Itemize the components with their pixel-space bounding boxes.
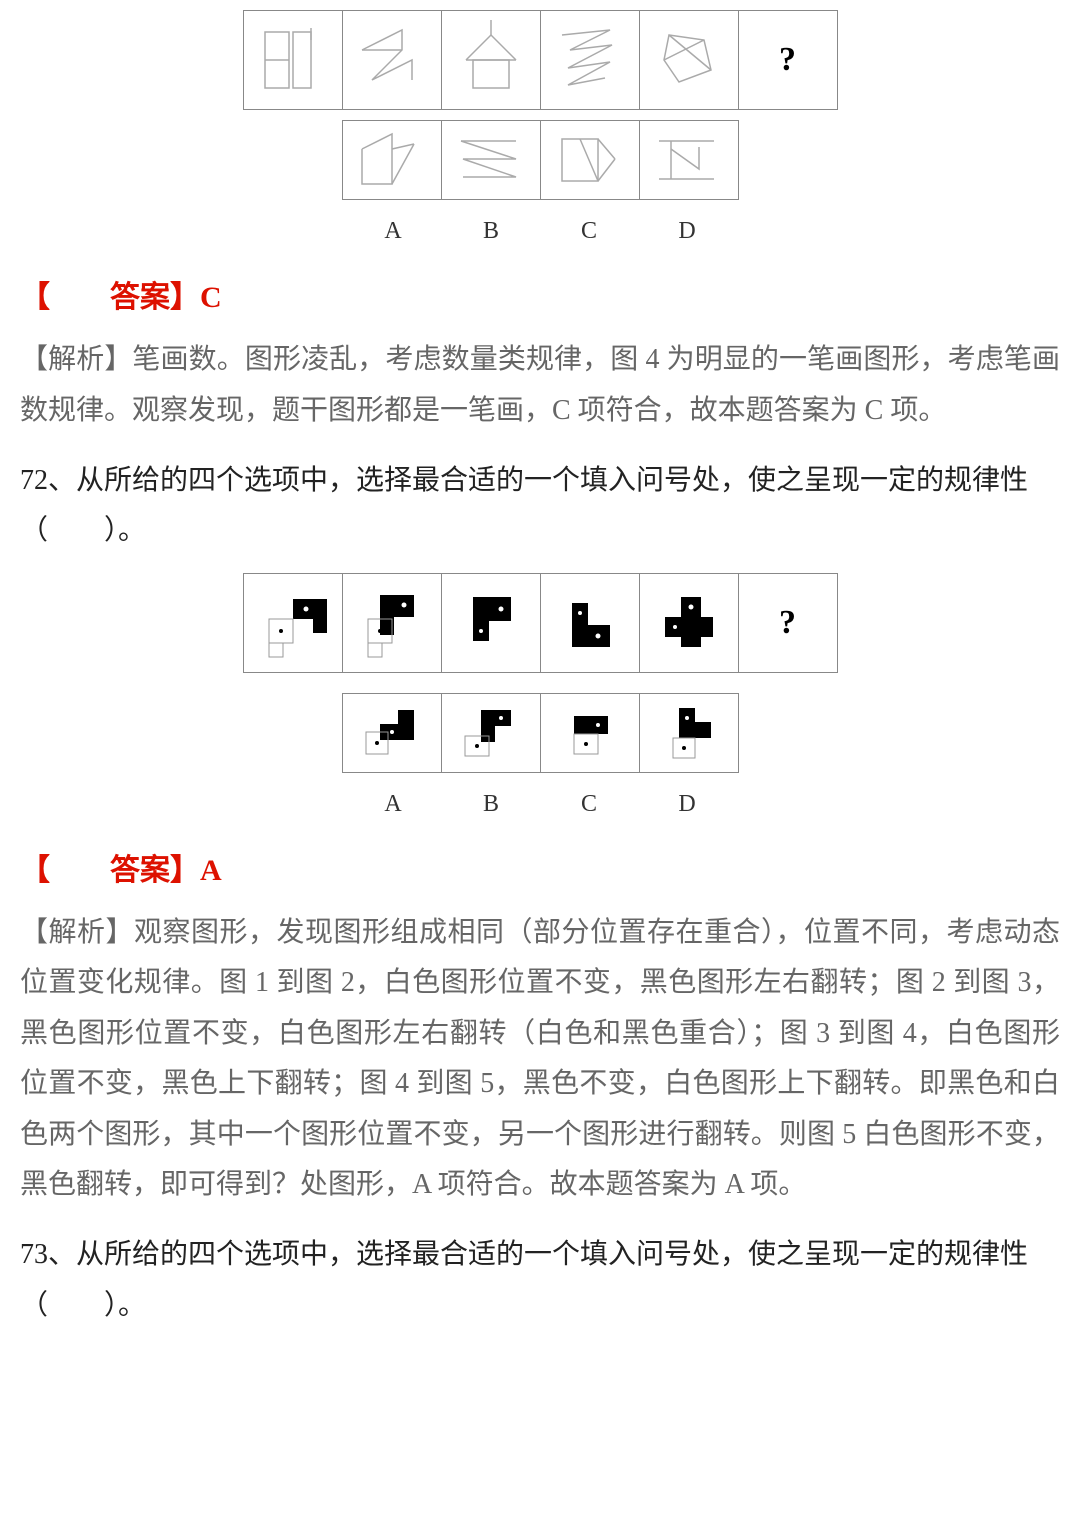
q71-opt-d	[639, 120, 739, 200]
q71-opt-a	[342, 120, 442, 200]
q71-fig-5	[639, 10, 739, 110]
q71-answer: 【隐藏答案】C	[20, 271, 1060, 325]
option-label: A	[383, 783, 403, 826]
option-label: C	[579, 210, 599, 253]
q71-fig-qmark: ?	[738, 10, 838, 110]
q72-fig-5	[639, 573, 739, 673]
q72-fig-qmark: ?	[738, 573, 838, 673]
q73-stem: 73、从所给的四个选项中，选择最合适的一个填入问号处，使之呈现一定的规律性（ ）…	[20, 1230, 1060, 1331]
answer-bracket: 【	[20, 854, 50, 887]
q72-opt-d	[639, 693, 739, 773]
answer-letter: C	[200, 281, 222, 314]
q71-fig-4	[540, 10, 640, 110]
q72-option-labels: A B C D	[20, 783, 1060, 826]
q72-fig-3	[441, 573, 541, 673]
block-icon	[451, 583, 531, 663]
answer-bracket: 【	[20, 281, 50, 314]
q72-answer: 【隐藏答案】A	[20, 844, 1060, 898]
answer-label: 答案】	[110, 281, 200, 314]
sketch-icon	[649, 129, 729, 191]
block-icon	[550, 583, 630, 663]
q72-stem: 72、从所给的四个选项中，选择最合适的一个填入问号处，使之呈现一定的规律性（ ）…	[20, 456, 1060, 557]
q72-opt-b	[441, 693, 541, 773]
block-icon	[649, 583, 729, 663]
q72-options-row	[20, 693, 1060, 773]
sketch-icon	[649, 20, 729, 100]
q71-fig-2	[342, 10, 442, 110]
q71-opt-c	[540, 120, 640, 200]
q72-fig-2	[342, 573, 442, 673]
block-icon	[253, 583, 333, 663]
q72-opt-a	[342, 693, 442, 773]
block-icon	[550, 702, 630, 764]
q71-fig-1	[243, 10, 343, 110]
option-label: B	[481, 783, 501, 826]
q71-options-row	[20, 120, 1060, 200]
q71-opt-b	[441, 120, 541, 200]
block-icon	[352, 702, 432, 764]
option-label: C	[579, 783, 599, 826]
q71-explanation: 【解析】笔画数。图形凌乱，考虑数量类规律，图 4 为明显的一笔画图形，考虑笔画数…	[20, 335, 1060, 436]
answer-letter: A	[200, 854, 222, 887]
sketch-icon	[550, 20, 630, 100]
sketch-icon	[253, 20, 333, 100]
option-label: D	[677, 783, 697, 826]
option-label: D	[677, 210, 697, 253]
q72-stem-row: ?	[20, 573, 1060, 673]
q72-explanation: 【解析】观察图形，发现图形组成相同（部分位置存在重合），位置不同，考虑动态位置变…	[20, 908, 1060, 1210]
question-mark-icon: ?	[779, 592, 796, 653]
q72-fig-1	[243, 573, 343, 673]
sketch-icon	[550, 129, 630, 191]
sketch-icon	[352, 129, 432, 191]
q72-opt-c	[540, 693, 640, 773]
q71-stem-row: ?	[20, 10, 1060, 110]
q71-fig-3	[441, 10, 541, 110]
sketch-icon	[352, 20, 432, 100]
option-label: A	[383, 210, 403, 253]
q72-fig-4	[540, 573, 640, 673]
sketch-icon	[451, 20, 531, 100]
option-label: B	[481, 210, 501, 253]
question-mark-icon: ?	[779, 29, 796, 90]
block-icon	[352, 583, 432, 663]
answer-label: 答案】	[110, 854, 200, 887]
q71-option-labels: A B C D	[20, 210, 1060, 253]
block-icon	[451, 702, 531, 764]
sketch-icon	[451, 129, 531, 191]
block-icon	[649, 702, 729, 764]
